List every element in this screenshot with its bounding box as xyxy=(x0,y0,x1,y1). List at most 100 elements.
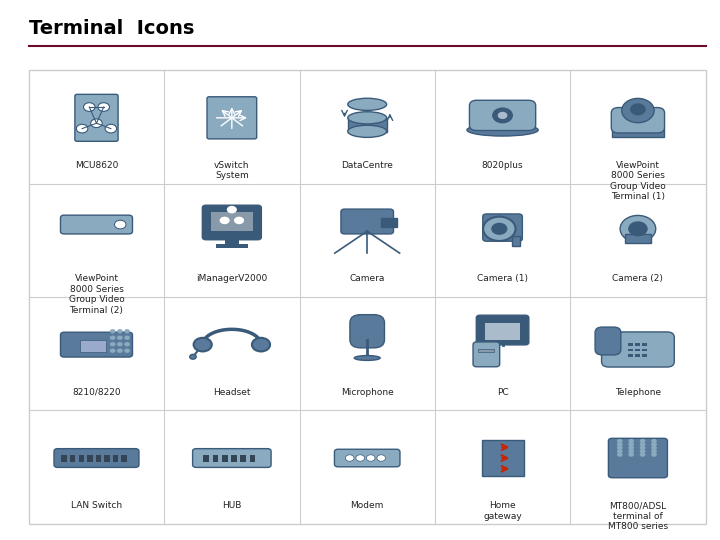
FancyBboxPatch shape xyxy=(473,342,500,367)
Bar xyxy=(87,455,93,462)
Bar xyxy=(642,343,647,346)
Circle shape xyxy=(110,329,115,333)
Bar xyxy=(628,348,633,352)
Circle shape xyxy=(651,446,657,450)
Circle shape xyxy=(366,455,375,461)
Circle shape xyxy=(617,446,623,450)
Bar xyxy=(513,236,521,246)
Circle shape xyxy=(117,335,122,340)
Circle shape xyxy=(651,439,657,443)
Ellipse shape xyxy=(348,112,387,124)
Bar xyxy=(104,455,109,462)
Circle shape xyxy=(483,217,516,241)
Circle shape xyxy=(91,119,102,127)
Circle shape xyxy=(194,338,212,352)
Bar xyxy=(203,455,209,462)
FancyBboxPatch shape xyxy=(483,214,523,241)
Circle shape xyxy=(114,220,126,229)
Circle shape xyxy=(629,453,634,457)
Circle shape xyxy=(76,124,88,133)
Circle shape xyxy=(651,442,657,447)
Circle shape xyxy=(631,104,645,114)
Text: Home
gateway: Home gateway xyxy=(483,501,522,521)
Circle shape xyxy=(110,348,115,353)
Bar xyxy=(70,455,76,462)
Circle shape xyxy=(621,98,654,123)
Circle shape xyxy=(617,439,623,443)
Circle shape xyxy=(617,449,623,454)
Ellipse shape xyxy=(354,355,380,360)
Circle shape xyxy=(117,342,122,346)
Circle shape xyxy=(190,354,196,359)
Circle shape xyxy=(651,449,657,454)
Bar xyxy=(642,354,647,357)
Text: LAN Switch: LAN Switch xyxy=(71,501,122,510)
Bar xyxy=(225,234,239,245)
Circle shape xyxy=(629,449,634,454)
FancyBboxPatch shape xyxy=(54,449,139,468)
Circle shape xyxy=(84,103,95,111)
FancyBboxPatch shape xyxy=(193,449,271,468)
Circle shape xyxy=(252,338,270,352)
Circle shape xyxy=(629,439,634,443)
Circle shape xyxy=(493,108,513,123)
Bar xyxy=(635,354,640,357)
Text: PC: PC xyxy=(497,388,508,397)
Circle shape xyxy=(220,217,230,224)
Circle shape xyxy=(491,222,508,235)
Text: Headset: Headset xyxy=(213,388,251,397)
Circle shape xyxy=(98,103,109,111)
Circle shape xyxy=(639,439,645,443)
Circle shape xyxy=(639,442,645,447)
FancyBboxPatch shape xyxy=(60,215,132,234)
Circle shape xyxy=(639,446,645,450)
Text: iManagerV2000: iManagerV2000 xyxy=(197,274,267,284)
Ellipse shape xyxy=(348,98,387,110)
Circle shape xyxy=(125,335,130,340)
Bar xyxy=(113,455,118,462)
Bar xyxy=(78,455,84,462)
Bar xyxy=(29,70,706,524)
FancyBboxPatch shape xyxy=(477,315,528,345)
Circle shape xyxy=(629,222,647,235)
Bar xyxy=(96,455,101,462)
Text: Camera (1): Camera (1) xyxy=(477,274,528,284)
Bar xyxy=(625,234,651,244)
Bar xyxy=(216,244,248,248)
Circle shape xyxy=(117,348,122,353)
Circle shape xyxy=(620,215,656,242)
Bar xyxy=(222,455,228,462)
Bar xyxy=(211,212,253,231)
Text: Telephone: Telephone xyxy=(615,388,661,397)
Bar xyxy=(81,340,107,352)
FancyBboxPatch shape xyxy=(202,205,261,240)
Circle shape xyxy=(110,342,115,346)
FancyBboxPatch shape xyxy=(75,94,118,141)
Circle shape xyxy=(105,124,117,133)
Bar xyxy=(635,343,640,346)
FancyBboxPatch shape xyxy=(207,97,257,139)
Text: MT800/ADSL
terminal of
MT800 series: MT800/ADSL terminal of MT800 series xyxy=(608,501,668,531)
Circle shape xyxy=(125,342,130,346)
Bar xyxy=(61,455,67,462)
FancyBboxPatch shape xyxy=(602,332,674,367)
Bar xyxy=(122,455,127,462)
Bar xyxy=(478,349,495,352)
Bar xyxy=(348,118,387,132)
FancyBboxPatch shape xyxy=(469,100,536,131)
Circle shape xyxy=(639,449,645,454)
Circle shape xyxy=(639,453,645,457)
Bar xyxy=(482,440,523,476)
FancyBboxPatch shape xyxy=(341,209,394,234)
Text: HUB: HUB xyxy=(222,501,241,510)
Circle shape xyxy=(227,206,237,213)
Text: Camera: Camera xyxy=(349,274,385,284)
Bar xyxy=(212,455,218,462)
FancyBboxPatch shape xyxy=(350,315,384,348)
Text: vSwitch
System: vSwitch System xyxy=(214,161,250,180)
Text: Camera (2): Camera (2) xyxy=(613,274,663,284)
Ellipse shape xyxy=(348,125,387,137)
FancyBboxPatch shape xyxy=(608,438,667,478)
Circle shape xyxy=(117,329,122,333)
Circle shape xyxy=(346,455,354,461)
